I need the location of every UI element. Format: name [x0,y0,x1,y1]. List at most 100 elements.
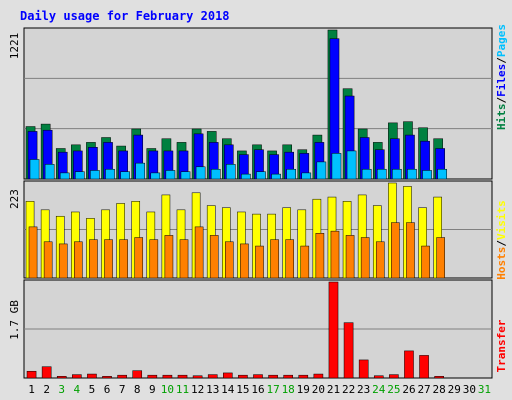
x-tick-label: 17 [266,383,279,396]
bar-transfer-day-13 [207,374,218,379]
bar-pages-day-11 [180,171,191,180]
legend-part: / [495,240,508,247]
x-tick-label: 15 [236,383,249,396]
x-tick-label: 8 [134,383,141,396]
bar-transfer-day-15 [238,374,248,379]
bar-hosts-day-27 [421,245,430,279]
x-tick-label: 3 [58,383,65,396]
legend-part: Transfer [495,319,508,372]
bar-pages-day-1 [29,159,40,180]
x-tick-label: 31 [478,383,491,396]
right-legend-hits-files-pages: Hits/Files/Pages [495,24,508,130]
x-tick-label: 23 [357,383,370,396]
x-tick-label: 11 [176,383,189,396]
bar-pages-day-19 [301,172,312,180]
bar-transfer-day-1 [26,370,37,379]
bar-pages-day-5 [90,170,100,180]
x-tick-label: 21 [327,383,340,396]
bar-pages-day-21 [331,153,342,180]
x-tick-label: 7 [119,383,126,396]
bar-transfer-day-6 [102,376,112,379]
bar-hosts-day-24 [375,241,385,279]
x-tick-label: 30 [463,383,476,396]
bar-hosts-day-3 [58,243,68,279]
bar-hosts-day-4 [74,241,83,279]
bar-hosts-day-11 [179,239,189,279]
x-tick-label: 24 [372,383,386,396]
bar-hosts-day-1 [28,226,38,279]
bar-pages-day-3 [59,172,70,180]
bar-pages-day-26 [407,168,417,180]
bar-hosts-day-22 [345,235,355,279]
bar-pages-day-23 [361,168,372,180]
x-tick-label: 22 [342,383,355,396]
x-tick-label: 25 [387,383,400,396]
legend-part: Files [495,64,508,97]
bar-hosts-day-7 [119,239,128,279]
right-legend-transfer: Transfer [495,319,508,372]
bar-pages-day-15 [241,173,251,180]
bar-transfer-day-3 [56,376,67,379]
bar-hosts-day-20 [315,233,325,279]
bar-transfer-day-28 [434,376,444,379]
bar-pages-day-7 [120,171,130,180]
bar-pages-day-16 [256,171,266,180]
bar-pages-day-6 [105,168,115,180]
legend-part: Hits [495,104,508,131]
bar-pages-day-27 [422,170,432,180]
bar-transfer-day-12 [192,375,203,379]
x-tick-label: 10 [161,383,174,396]
bar-transfer-day-11 [177,374,188,379]
bar-hosts-day-21 [330,230,340,279]
bar-pages-day-22 [346,150,357,180]
bar-pages-day-2 [44,164,55,180]
x-tick-label: 19 [297,383,310,396]
bar-hosts-day-25 [391,222,400,279]
bar-transfer-day-18 [283,374,293,379]
x-tick-label: 9 [149,383,156,396]
bar-pages-day-17 [271,173,281,180]
bar-transfer-day-22 [343,322,354,379]
x-tick-label: 13 [206,383,219,396]
bar-hosts-day-5 [89,239,98,279]
x-tick-label: 18 [282,383,295,396]
bar-transfer-day-20 [313,373,324,379]
bar-hosts-day-17 [270,239,279,279]
legend-part: / [495,97,508,104]
x-tick-label: 5 [89,383,96,396]
x-tick-label: 29 [448,383,461,396]
bar-transfer-day-19 [298,374,309,379]
bar-pages-day-24 [376,168,387,180]
bar-transfer-day-21 [328,281,339,379]
x-tick-label: 6 [104,383,111,396]
right-legend-hosts-visits: Hosts/Visits [495,200,508,280]
bar-hosts-day-8 [134,237,144,279]
bar-transfer-day-27 [419,355,429,379]
y-axis-max-label-bottom: 1.7 GB [8,300,21,340]
chart-panels: 1221 223 1.7 GB [8,27,493,379]
bar-hosts-day-15 [240,243,249,279]
bar-transfer-day-16 [253,374,263,379]
bar-transfer-day-25 [389,374,399,379]
x-tick-label: 20 [312,383,325,396]
bar-pages-day-9 [150,172,161,180]
x-tick-label: 27 [417,383,430,396]
y-axis-max-label-top: 1221 [8,33,21,60]
bar-transfer-day-5 [87,373,97,379]
bar-transfer-day-10 [162,374,173,379]
x-tick-label: 16 [251,383,264,396]
bar-hosts-day-23 [360,237,370,279]
x-tick-label: 12 [191,383,204,396]
x-tick-label: 26 [402,383,415,396]
bar-pages-day-14 [226,164,236,180]
x-tick-label: 28 [433,383,446,396]
legend-part: Pages [495,24,508,57]
legend-part: / [495,57,508,64]
y-axis-max-label-middle: 223 [8,189,21,209]
bar-transfer-day-24 [373,375,384,379]
bar-hosts-day-18 [285,239,294,279]
bar-transfer-day-2 [41,366,52,379]
x-tick-label: 1 [28,383,35,396]
bar-hosts-day-10 [164,235,174,279]
